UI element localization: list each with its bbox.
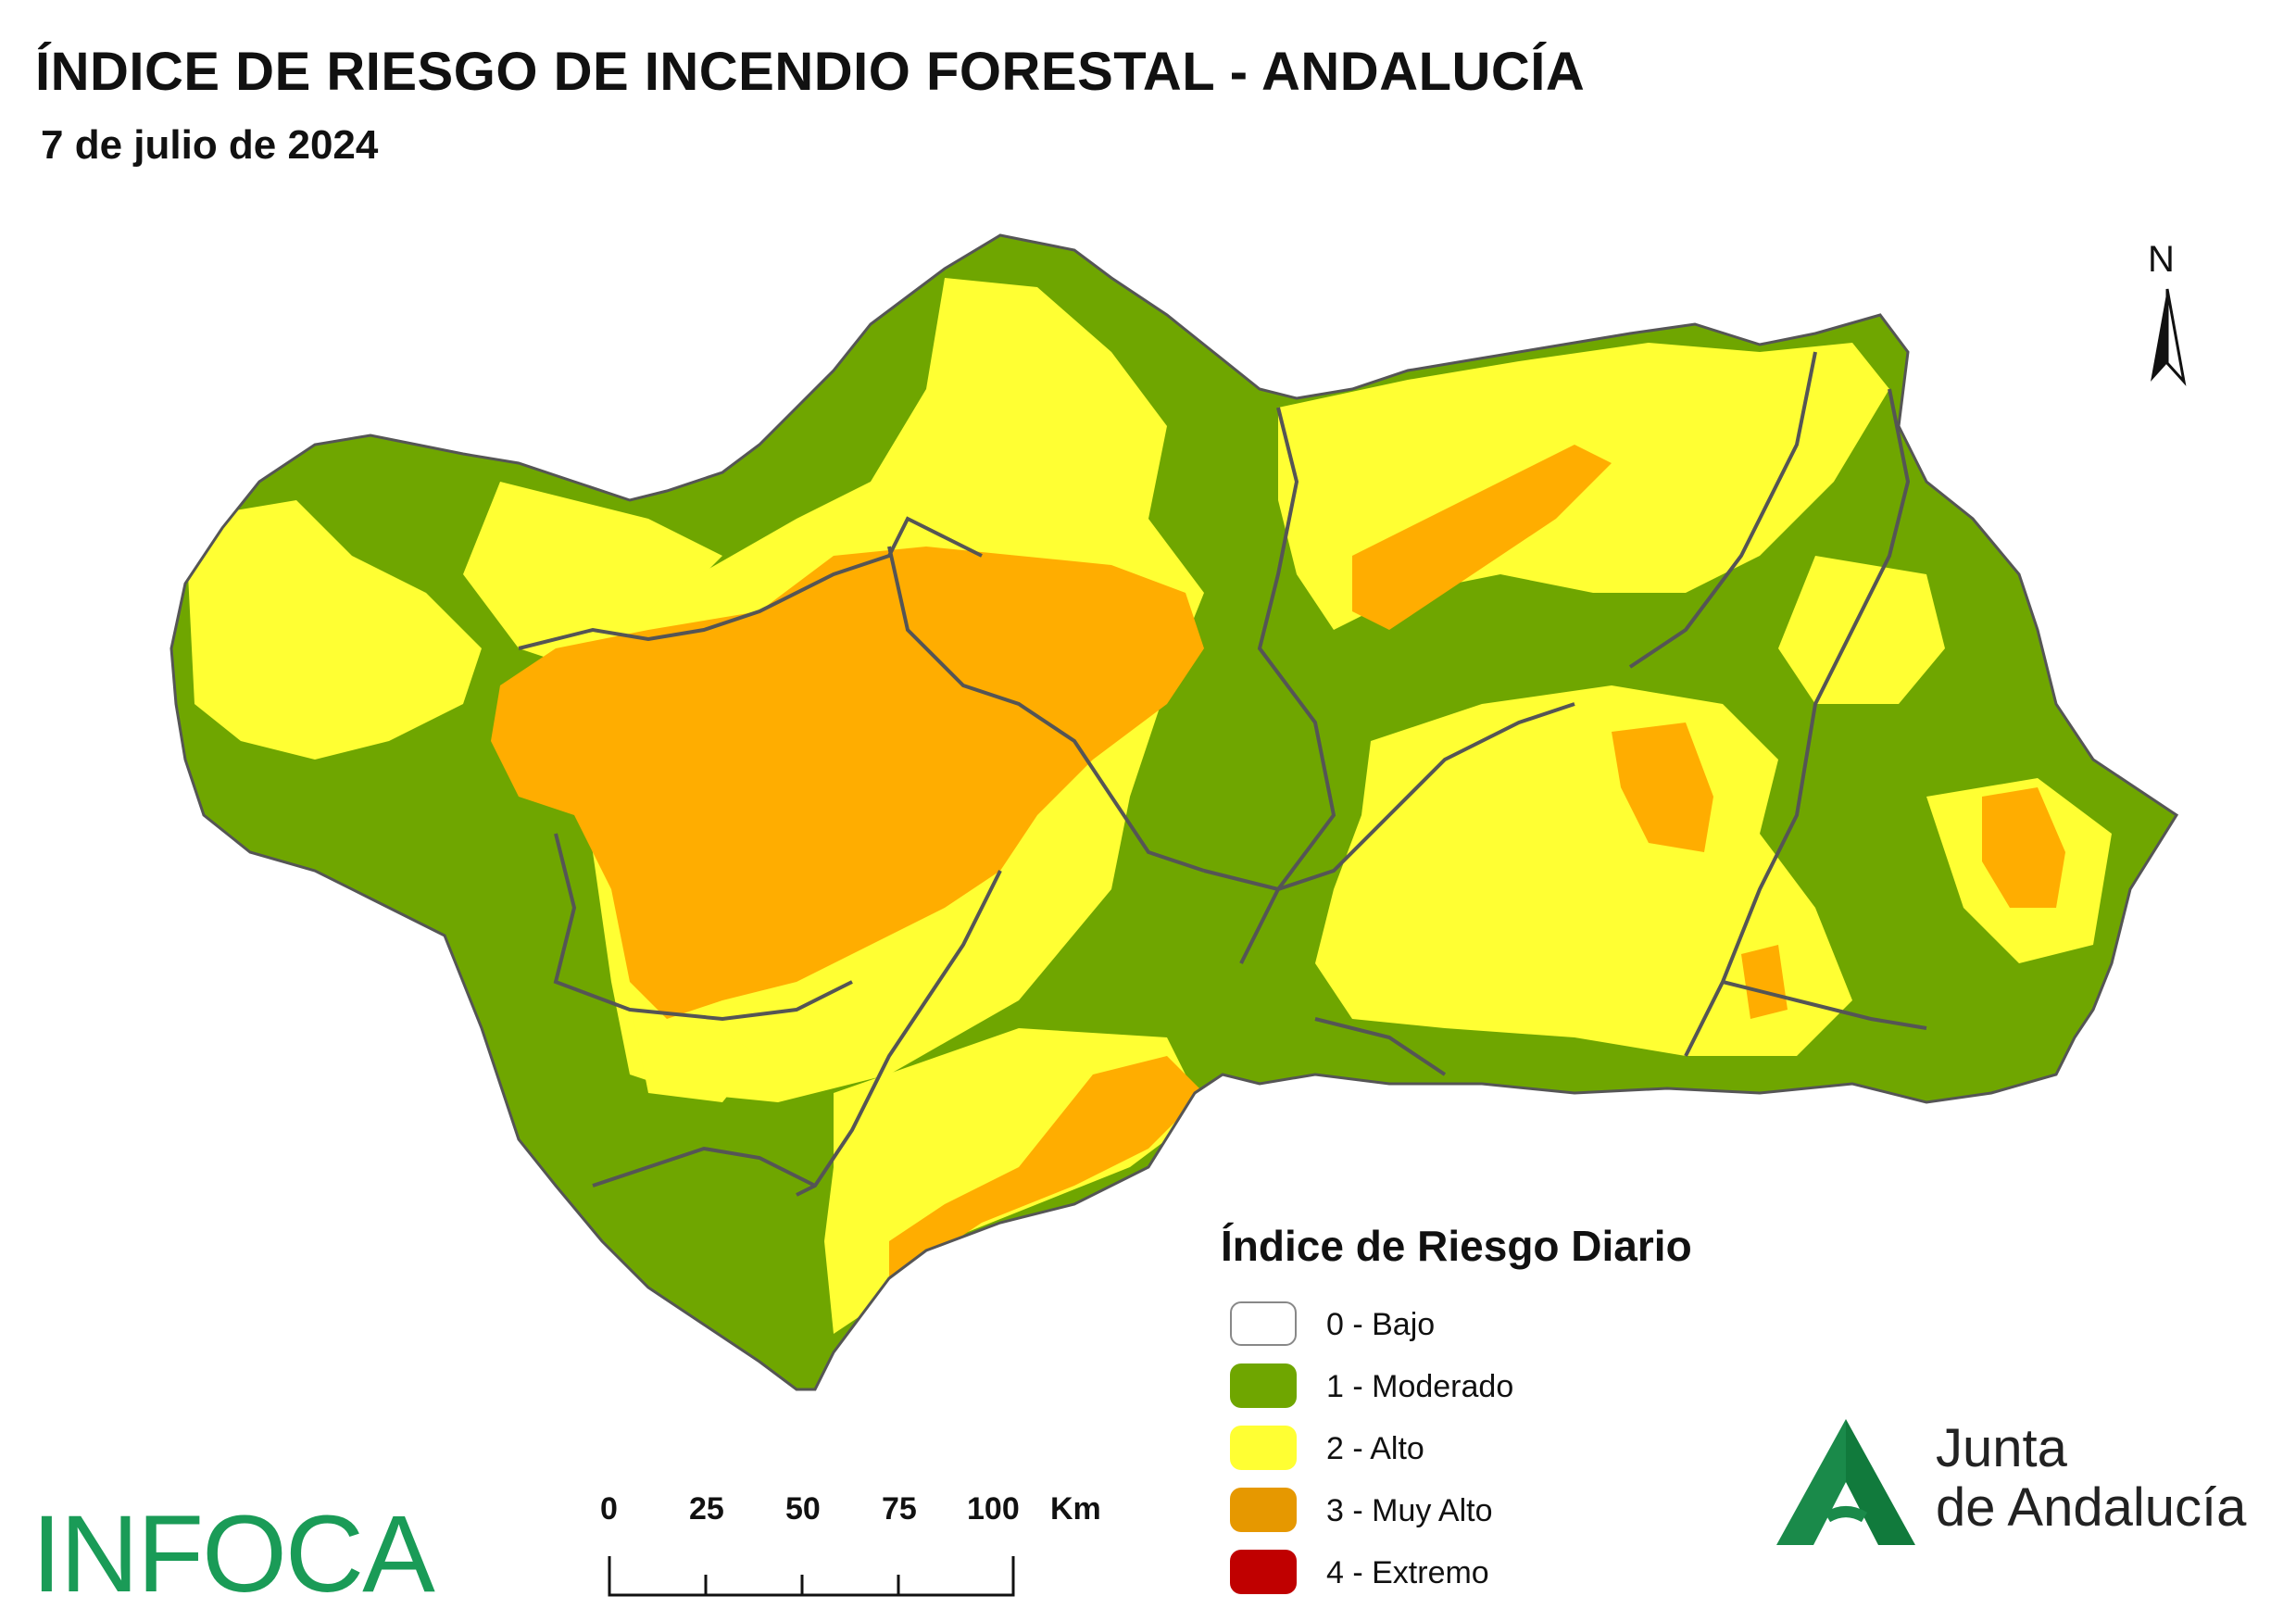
risk-zone-muy-alto xyxy=(491,547,1204,1019)
scale-tick-label: 100 xyxy=(967,1491,1020,1527)
scale-bar-line xyxy=(608,1556,1015,1597)
legend-label-moderado: 1 - Moderado xyxy=(1326,1369,1514,1404)
risk-zone-muy-alto xyxy=(1352,445,1612,630)
map-date: 7 de julio de 2024 xyxy=(41,122,379,168)
legend-item-bajo: 0 - Bajo xyxy=(1230,1301,1600,1350)
scale-tick-label: 0 xyxy=(600,1491,618,1527)
risk-zone-muy-alto xyxy=(1741,945,1788,1019)
map-title: ÍNDICE DE RIESGO DE INCENDIO FORESTAL - … xyxy=(35,42,1586,102)
scale-unit-label: Km xyxy=(1050,1491,1101,1527)
legend-item-extremo: 4 - Extremo xyxy=(1230,1550,1600,1598)
scale-tick-label: 25 xyxy=(689,1491,724,1527)
legend-title: Índice de Riesgo Diario xyxy=(1221,1222,1692,1270)
legend-label-bajo: 0 - Bajo xyxy=(1326,1307,1436,1342)
junta-andalucia-text: Junta de Andalucía xyxy=(1936,1419,2246,1538)
legend-swatch-alto xyxy=(1230,1426,1297,1470)
junta-line-2: de Andalucía xyxy=(1936,1477,2247,1538)
risk-zone-alto xyxy=(185,500,482,760)
scale-bar: 0 25 50 75 100 Km xyxy=(593,1491,1167,1612)
region-outline xyxy=(169,233,2179,1391)
scale-tick-label: 75 xyxy=(882,1491,917,1527)
legend-label-muy-alto: 3 - Muy Alto xyxy=(1326,1493,1493,1528)
legend-label-extremo: 4 - Extremo xyxy=(1326,1555,1489,1590)
risk-zone-alto xyxy=(1778,556,1945,704)
risk-zone-muy-alto xyxy=(1982,787,2065,908)
infoca-logo: INFOCA xyxy=(31,1493,435,1615)
legend-swatch-muy-alto xyxy=(1230,1488,1297,1532)
risk-zone-muy-alto xyxy=(889,1056,1204,1288)
province-boundaries xyxy=(518,351,1927,1197)
north-label: N xyxy=(2148,239,2175,280)
scale-tick-label: 50 xyxy=(785,1491,821,1527)
north-arrow-icon xyxy=(2151,288,2187,386)
junta-line-1: Junta xyxy=(1936,1418,2067,1478)
legend-item-alto: 2 - Alto xyxy=(1230,1426,1600,1474)
junta-andalucia-logo-icon xyxy=(1776,1419,1915,1545)
risk-zone-alto xyxy=(630,1000,759,1102)
legend-swatch-moderado xyxy=(1230,1363,1297,1408)
legend-label-alto: 2 - Alto xyxy=(1326,1431,1424,1466)
legend-item-muy-alto: 3 - Muy Alto xyxy=(1230,1488,1600,1536)
legend-swatch-bajo xyxy=(1230,1301,1297,1346)
risk-zone-alto xyxy=(1315,685,1852,1056)
legend-item-moderado: 1 - Moderado xyxy=(1230,1363,1600,1412)
risk-zone-moderado-base xyxy=(171,235,2177,1389)
risk-zone-muy-alto xyxy=(1612,723,1713,852)
legend-swatch-extremo xyxy=(1230,1550,1297,1594)
